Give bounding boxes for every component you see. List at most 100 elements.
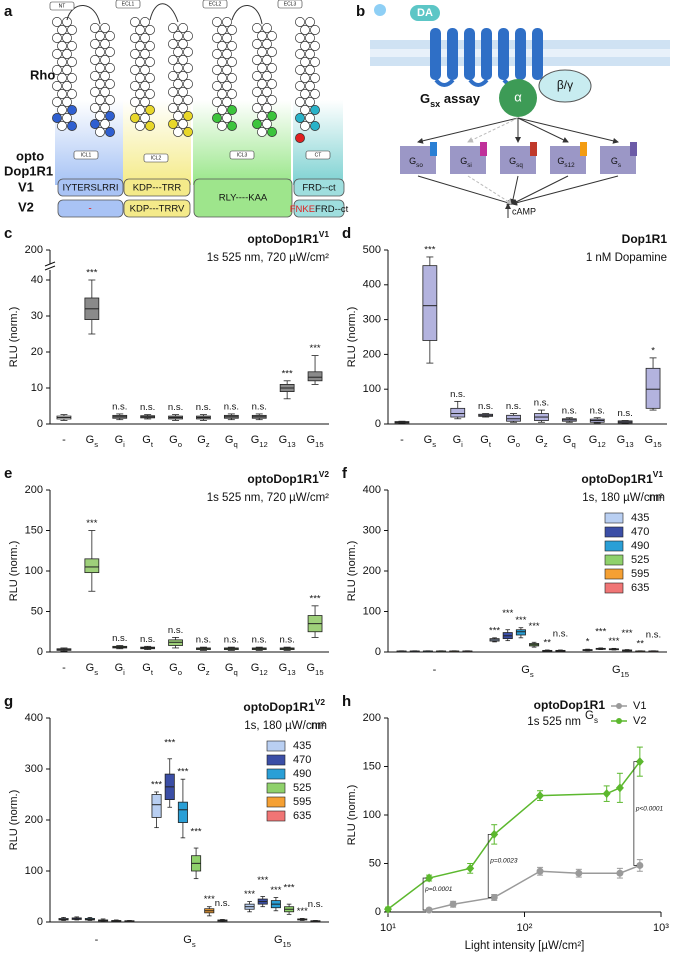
residue — [267, 111, 277, 121]
point — [490, 829, 499, 839]
chart-subtitle: 1s, 180 µW/cm² — [582, 492, 663, 504]
box — [506, 414, 521, 422]
point — [490, 893, 498, 901]
significance: *** — [489, 625, 500, 636]
x-tick-label-part: G — [617, 434, 626, 446]
x-tick-label-part: o — [178, 668, 182, 677]
sequence-box — [193, 178, 293, 218]
loop-label: ICL1 — [81, 152, 92, 158]
box — [151, 794, 162, 818]
residue — [227, 89, 237, 99]
loop-label: ECL2 — [209, 1, 222, 7]
residue — [90, 39, 100, 49]
x-tick-label: Gs — [521, 664, 534, 679]
legend-swatch — [266, 810, 286, 822]
legend-marker — [616, 703, 622, 709]
legend-label: 470 — [293, 754, 311, 766]
ligand: DA — [417, 7, 433, 19]
significance: n.s. — [112, 633, 127, 644]
effector-label-part: so — [416, 162, 423, 169]
x-tick-label-part: G — [274, 934, 283, 946]
legend-title: nm — [649, 492, 665, 504]
residue — [310, 57, 320, 67]
y-tick-label: 300 — [25, 763, 43, 775]
residue — [178, 23, 188, 33]
residue — [252, 23, 262, 33]
x-tick-label: - — [95, 934, 99, 946]
residue — [183, 95, 193, 105]
residue — [67, 89, 77, 99]
x-tick-label: Gt — [480, 434, 492, 449]
x-tick-label-part: q — [233, 440, 237, 449]
residue — [252, 55, 262, 65]
residue — [95, 79, 105, 89]
assay-label-part: sx — [430, 99, 440, 109]
helix — [464, 28, 475, 80]
residue — [140, 17, 150, 27]
legend-swatch — [604, 526, 624, 538]
chart-title-part: optoDop1R1 — [247, 472, 319, 486]
sequence: - — [88, 204, 91, 215]
x-tick-label: G15 — [306, 662, 323, 677]
y-tick-label: 50 — [369, 857, 381, 869]
x-tick-label-part: - — [62, 662, 66, 674]
effector-label: Gsi — [460, 156, 472, 169]
loop-tag — [305, 150, 331, 160]
x-tick-label-part: 13 — [287, 440, 296, 449]
chart-title-part: V2 — [315, 697, 326, 707]
y-tick-label: 500 — [363, 244, 381, 256]
arrow — [517, 117, 569, 143]
residue — [52, 33, 62, 43]
significance: n.s. — [308, 899, 323, 910]
residue — [57, 89, 67, 99]
residue — [212, 113, 222, 123]
legend-label: 490 — [293, 768, 311, 780]
point — [384, 904, 392, 914]
residue — [295, 113, 305, 123]
x-tick-label-part: 12 — [259, 668, 268, 677]
sequence: IYTERSLRRI — [63, 183, 119, 194]
residue — [90, 55, 100, 65]
panel-label: g — [4, 693, 13, 710]
residue — [227, 57, 237, 67]
panel-label: d — [342, 225, 351, 242]
y-tick-label: 10 — [31, 382, 43, 394]
significance: n.s. — [590, 405, 605, 416]
residue — [130, 113, 140, 123]
legend-swatch — [604, 540, 624, 552]
significance: *** — [529, 621, 540, 632]
x-tick-label-part: q — [571, 440, 575, 449]
bracket — [422, 877, 427, 911]
residue — [295, 17, 305, 27]
residue — [217, 57, 227, 67]
panel-label: f — [342, 465, 348, 482]
effector-label: Gso — [409, 156, 423, 169]
box — [307, 371, 323, 382]
x-tick-label: G15 — [644, 434, 661, 449]
significance: n.s. — [140, 402, 155, 413]
significance: *** — [164, 737, 175, 748]
chart-title: optoDop1R1V2 — [243, 697, 325, 714]
significance: n.s. — [224, 401, 239, 412]
residue — [168, 23, 178, 33]
residue — [130, 97, 140, 107]
x-tick-label: - — [433, 664, 437, 676]
residue — [145, 73, 155, 83]
residue — [52, 97, 62, 107]
x-tick-label-part: G — [279, 662, 288, 674]
loop-label: NT — [59, 3, 66, 9]
loop-tag — [202, 0, 228, 9]
residue — [52, 113, 62, 123]
sequence-box — [293, 199, 345, 218]
assay-label-part: assay — [440, 91, 481, 106]
x-tick-label: Gs — [424, 434, 437, 449]
residue — [305, 65, 315, 75]
residue — [100, 119, 110, 129]
residue — [145, 41, 155, 51]
alpha-label: α — [514, 89, 522, 104]
residue — [90, 87, 100, 97]
point — [602, 789, 611, 799]
residue — [310, 89, 320, 99]
box — [84, 558, 100, 574]
